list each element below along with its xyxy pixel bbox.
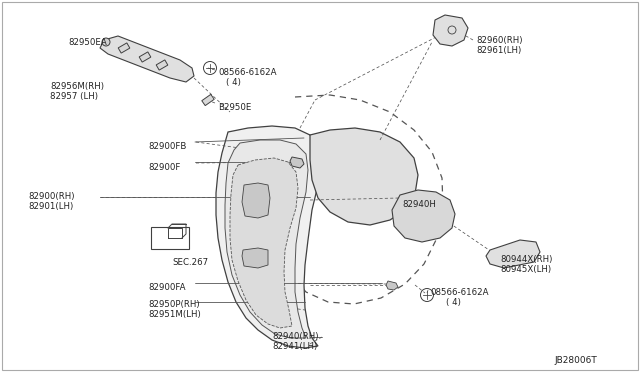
Polygon shape — [433, 15, 468, 46]
Text: B2950E: B2950E — [218, 103, 252, 112]
Text: JB28006T: JB28006T — [554, 356, 596, 365]
Text: 82900(RH): 82900(RH) — [28, 192, 74, 201]
Text: 80944X(RH): 80944X(RH) — [500, 255, 552, 264]
Polygon shape — [156, 60, 168, 70]
Text: 82956M(RH): 82956M(RH) — [50, 82, 104, 91]
Polygon shape — [290, 157, 304, 168]
Polygon shape — [392, 190, 455, 242]
Polygon shape — [386, 281, 398, 290]
Polygon shape — [202, 94, 214, 106]
Text: SEC.267: SEC.267 — [172, 258, 208, 267]
FancyBboxPatch shape — [151, 227, 189, 249]
Text: 82940(RH): 82940(RH) — [272, 332, 319, 341]
Text: 82950EA: 82950EA — [68, 38, 107, 47]
Polygon shape — [310, 128, 418, 225]
Text: 82900F: 82900F — [148, 163, 180, 172]
Polygon shape — [242, 248, 268, 268]
Text: 08566-6162A: 08566-6162A — [218, 68, 276, 77]
Text: 82960(RH): 82960(RH) — [476, 36, 522, 45]
Polygon shape — [225, 140, 308, 338]
Polygon shape — [139, 52, 151, 62]
Circle shape — [102, 38, 110, 46]
Polygon shape — [100, 36, 194, 82]
Polygon shape — [486, 240, 540, 268]
Text: 82941(LH): 82941(LH) — [272, 342, 317, 351]
Text: 82901(LH): 82901(LH) — [28, 202, 73, 211]
Polygon shape — [118, 43, 130, 53]
Text: 82900FA: 82900FA — [148, 283, 186, 292]
Text: ( 4): ( 4) — [226, 78, 241, 87]
Text: 80945X(LH): 80945X(LH) — [500, 265, 551, 274]
Text: 82961(LH): 82961(LH) — [476, 46, 521, 55]
Text: ( 4): ( 4) — [446, 298, 461, 307]
Polygon shape — [242, 183, 270, 218]
Text: 82951M(LH): 82951M(LH) — [148, 310, 201, 319]
Text: 82957 (LH): 82957 (LH) — [50, 92, 98, 101]
Text: 82940H: 82940H — [402, 200, 436, 209]
Text: 82950P(RH): 82950P(RH) — [148, 300, 200, 309]
Polygon shape — [230, 158, 298, 328]
Text: 08566-6162A: 08566-6162A — [430, 288, 488, 297]
Polygon shape — [216, 126, 320, 348]
Text: 82900FB: 82900FB — [148, 142, 186, 151]
